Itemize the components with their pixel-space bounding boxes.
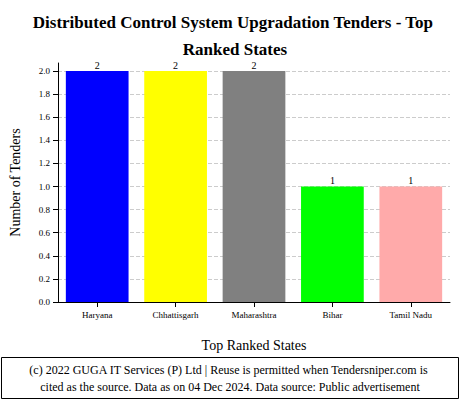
- svg-text:cited as the source. Data as o: cited as the source. Data as on 04 Dec 2…: [40, 380, 420, 394]
- svg-text:1.2: 1.2: [39, 158, 50, 168]
- svg-text:1: 1: [408, 175, 413, 186]
- svg-text:Chhattisgarh: Chhattisgarh: [153, 310, 199, 320]
- svg-text:0.6: 0.6: [39, 228, 51, 238]
- svg-text:1.4: 1.4: [39, 135, 51, 145]
- svg-text:Tamil Nadu: Tamil Nadu: [389, 310, 432, 320]
- svg-text:2.0: 2.0: [39, 66, 51, 76]
- svg-text:0.4: 0.4: [39, 251, 51, 261]
- svg-text:2: 2: [252, 60, 257, 71]
- svg-text:Ranked States: Ranked States: [183, 40, 288, 59]
- svg-text:2: 2: [95, 60, 100, 71]
- svg-text:Maharashtra: Maharashtra: [232, 310, 277, 320]
- svg-text:1.6: 1.6: [39, 112, 51, 122]
- svg-text:Haryana: Haryana: [82, 310, 112, 320]
- svg-text:Top Ranked States: Top Ranked States: [202, 338, 307, 353]
- svg-text:Bihar: Bihar: [322, 310, 342, 320]
- svg-text:0.2: 0.2: [39, 274, 50, 284]
- svg-text:Distributed Control System Upg: Distributed Control System Upgradation T…: [33, 13, 437, 32]
- svg-text:0.0: 0.0: [39, 297, 51, 307]
- svg-text:(c) 2022 GUGA IT Services (P): (c) 2022 GUGA IT Services (P) Ltd | Reus…: [29, 363, 430, 377]
- svg-text:2: 2: [173, 60, 178, 71]
- svg-text:0.8: 0.8: [39, 205, 51, 215]
- svg-text:1.8: 1.8: [39, 89, 51, 99]
- svg-text:1: 1: [330, 175, 335, 186]
- svg-text:1.0: 1.0: [39, 182, 51, 192]
- svg-text:Number of Tenders: Number of Tenders: [8, 128, 23, 236]
